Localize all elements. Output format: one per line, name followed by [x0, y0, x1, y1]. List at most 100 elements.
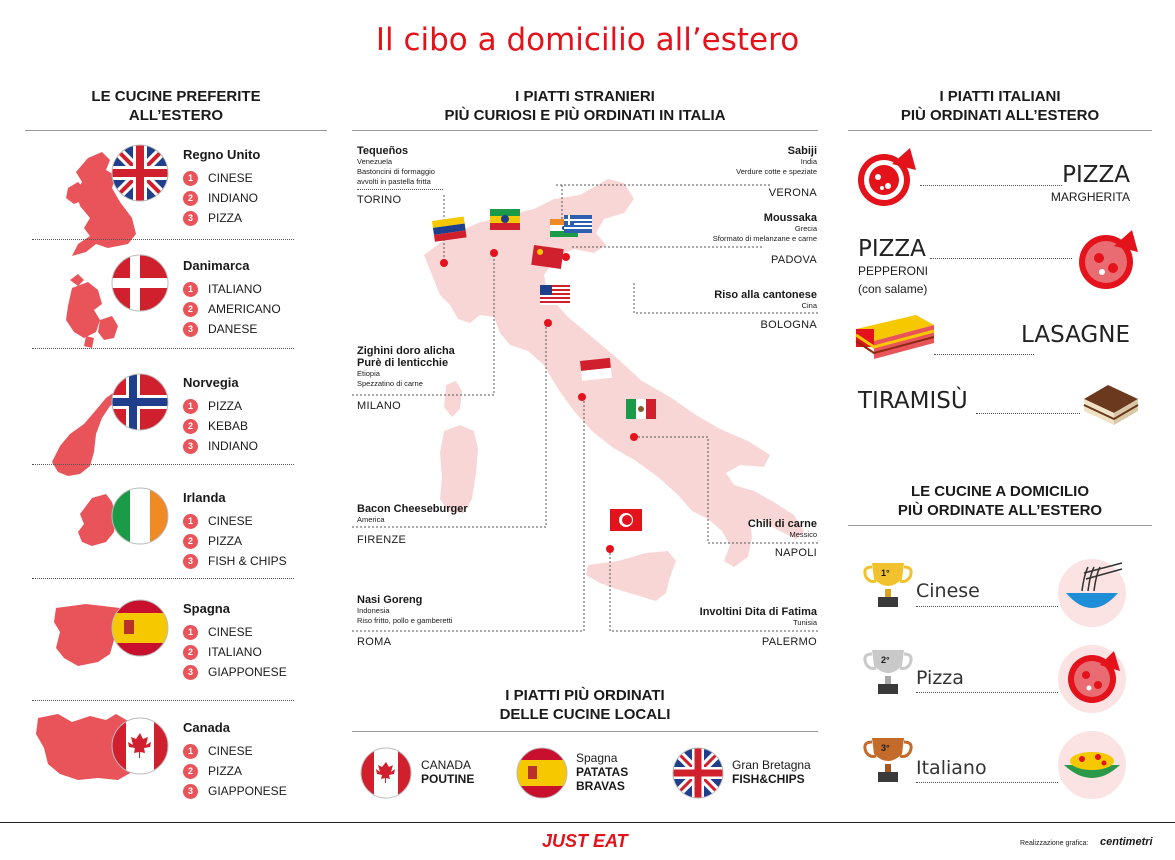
rank-label: CINESE — [208, 624, 253, 640]
dish-origin: Messico — [620, 530, 817, 540]
local-dish: FISH&CHIPS — [732, 772, 811, 786]
rank-row: 3 INDIANO — [183, 436, 258, 456]
cuisine-rule — [916, 692, 1058, 693]
dish-origin: Venezuela — [357, 157, 435, 167]
dish-name: Nasi Goreng — [357, 594, 452, 606]
rank-badge: 3 — [183, 439, 198, 454]
local-heading-line-2: DELLE CUCINE LOCALI — [352, 705, 818, 724]
dish-origin: India — [620, 157, 817, 167]
rank-badge: 2 — [183, 191, 198, 206]
country-block-canada: Canada 1 CINESE 2 PIZZA 3 GIAPPONESE — [183, 720, 287, 801]
rank-badge: 1 — [183, 282, 198, 297]
rank-label: DANESE — [208, 321, 257, 337]
local-canada: CANADA POUTINE — [421, 758, 474, 786]
rank-row: 1 CINESE — [183, 741, 287, 761]
dish-rule — [930, 258, 1072, 259]
rank-badge: 2 — [183, 302, 198, 317]
rank-badge: 1 — [183, 744, 198, 759]
tiramisu-icon — [1084, 385, 1138, 425]
dish-origin: America — [357, 515, 468, 525]
country-block-denmark: Danimarca 1 ITALIANO 2 AMERICANO 3 DANESE — [183, 258, 281, 339]
cuisine-rule — [916, 606, 1058, 607]
rank-badge: 1 — [183, 399, 198, 414]
venezuela-flag-icon — [432, 217, 467, 242]
local-country: Spagna — [576, 751, 628, 765]
rank-label: ITALIANO — [208, 281, 262, 297]
left-heading-line-2: ALL’ESTERO — [25, 106, 327, 125]
dish-pizza-pepperoni: PIZZA — [858, 236, 926, 262]
country-name: Danimarca — [183, 258, 281, 273]
cuisine-first-name: Cinese — [916, 580, 980, 602]
rank-badge: 3 — [183, 665, 198, 680]
country-name: Regno Unito — [183, 147, 260, 162]
dish-label-riso: Riso alla cantonese Cina — [620, 289, 817, 311]
footer-rule — [0, 822, 1175, 823]
cuisine-third-name: Italiano — [916, 757, 987, 779]
cuisine-second-name: Pizza — [916, 667, 964, 689]
local-spain: Spagna PATATAS BRAVAS — [576, 751, 628, 793]
city-firenze: FIRENZE — [357, 534, 406, 546]
right-heading-rule — [848, 130, 1152, 131]
middle-heading-line-2: PIÙ CURIOSI E PIÙ ORDINATI IN ITALIA — [352, 106, 818, 125]
rank-row: 3 GIAPPONESE — [183, 662, 287, 682]
cuisine-rule — [916, 782, 1058, 783]
dish-label-zighini: Zighini doro alicha Purè di lenticchie E… — [357, 345, 455, 389]
rank-row: 2 AMERICANO — [183, 299, 281, 319]
rank-row: 1 CINESE — [183, 622, 287, 642]
dish-name: Riso alla cantonese — [620, 289, 817, 301]
dish-name-2: Purè di lenticchie — [357, 357, 455, 369]
dish-desc: Bastoncini di formaggio — [357, 167, 435, 177]
local-heading: I PIATTI PIÙ ORDINATI DELLE CUCINE LOCAL… — [352, 686, 818, 724]
rank-badge: 1 — [183, 625, 198, 640]
dish-name: Moussaka — [620, 212, 817, 224]
rank-row: 3 PIZZA — [183, 208, 260, 228]
country-name: Norvegia — [183, 375, 258, 390]
rank-badge: 1 — [183, 514, 198, 529]
uk-flag-icon — [110, 143, 170, 203]
dish-desc: Riso fritto, pollo e gamberetti — [357, 616, 452, 626]
city-padova: PADOVA — [700, 254, 817, 266]
ethiopia-flag-icon — [490, 209, 520, 230]
sardinia — [440, 425, 478, 513]
dish-desc: Verdure cotte e speziate — [620, 167, 817, 177]
rank-badge: 3 — [183, 211, 198, 226]
usa-flag-icon — [540, 285, 570, 305]
dish-desc: Sformato di melanzane e carne — [620, 234, 817, 244]
dish-desc: Spezzatino di carne — [357, 379, 455, 389]
dish-origin: Etiopia — [357, 369, 455, 379]
cuisine-first-place: 1° — [881, 568, 890, 578]
brand-logo: JUST EAT — [542, 831, 628, 852]
local-country: Gran Bretagna — [732, 758, 811, 772]
dish-pizza-pepperoni-sub: PEPPERONI — [858, 264, 928, 278]
rank-label: CINESE — [208, 170, 253, 186]
sicily — [586, 551, 676, 601]
rank-label: FISH & CHIPS — [208, 553, 287, 569]
cuisine-heading-line-2: PIÙ ORDINATE ALL’ESTERO — [848, 501, 1152, 520]
rank-badge: 2 — [183, 645, 198, 660]
dish-label-sabiji: Sabiji India Verdure cotte e speziate — [620, 145, 817, 177]
country-name: Irlanda — [183, 490, 287, 505]
rank-row: 3 GIAPPONESE — [183, 781, 287, 801]
local-dish: POUTINE — [421, 772, 474, 786]
dish-pizza-pepperoni-sub-2: (con salame) — [858, 282, 927, 296]
credit-brand: centimetri — [1100, 836, 1153, 848]
dish-pizza-margherita-sub: MARGHERITA — [1000, 190, 1130, 204]
rank-badge: 1 — [183, 171, 198, 186]
left-heading: LE CUCINE PREFERITE ALL’ESTERO — [25, 87, 327, 125]
dish-origin: Cina — [620, 301, 817, 311]
local-country: CANADA — [421, 758, 474, 772]
city-torino: TORINO — [357, 194, 401, 206]
rank-label: GIAPPONESE — [208, 664, 287, 680]
local-uk: Gran Bretagna FISH&CHIPS — [732, 758, 811, 786]
rank-badge: 3 — [183, 784, 198, 799]
cuisine-icons — [848, 535, 1152, 805]
divider — [32, 578, 294, 579]
rank-label: INDIANO — [208, 190, 258, 206]
rank-row: 2 ITALIANO — [183, 642, 287, 662]
dish-name: Bacon Cheeseburger — [357, 503, 468, 515]
left-heading-line-1: LE CUCINE PREFERITE — [25, 87, 327, 106]
rank-badge: 2 — [183, 534, 198, 549]
cuisine-heading-line-1: LE CUCINE A DOMICILIO — [848, 482, 1152, 501]
rank-row: 1 CINESE — [183, 511, 287, 531]
dish-lasagne: LASAGNE — [1000, 322, 1130, 348]
